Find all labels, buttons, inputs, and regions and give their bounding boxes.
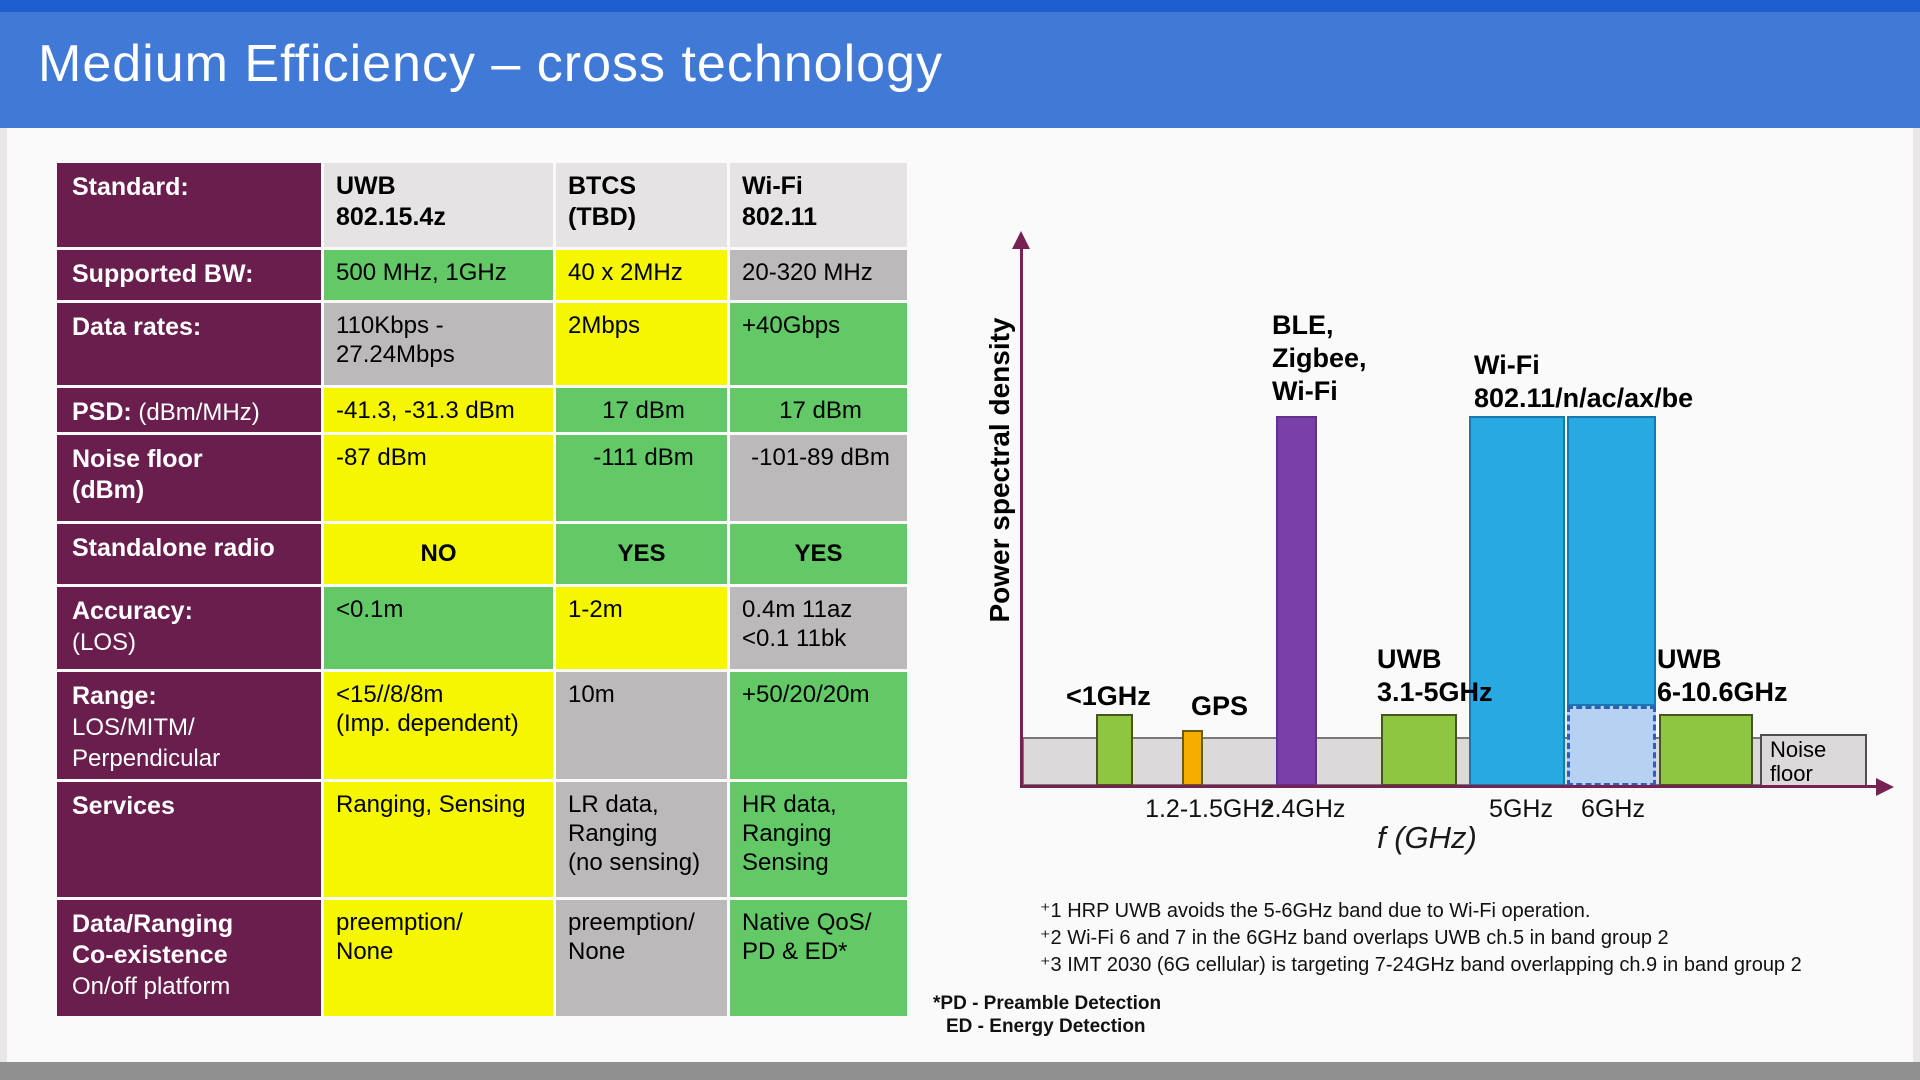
table-row-label: Accuracy: (LOS)	[57, 587, 321, 669]
table-cell: preemption/ None	[324, 900, 553, 1016]
x-axis-arrow-icon	[1876, 778, 1894, 796]
table-cell: 0.4m 11az <0.1 11bk	[730, 587, 907, 669]
x-tick-label: 5GHz	[1489, 795, 1553, 823]
table-cell: 17 dBm	[730, 388, 907, 432]
comparison-table: Standard: UWB 802.15.4z BTCS (TBD) Wi-Fi 80…	[57, 163, 907, 1016]
x-axis-title: f (GHz)	[1377, 820, 1477, 855]
table-cell: LR data, Ranging (no sensing)	[556, 782, 727, 897]
y-axis-arrow-icon	[1012, 231, 1030, 249]
spectrum-bar	[1096, 714, 1133, 786]
y-axis-label: Power spectral density	[984, 317, 1015, 623]
table-cell: 110Kbps - 27.24Mbps	[324, 303, 553, 385]
table-cell: <0.1m	[324, 587, 553, 669]
spectrum-bar	[1567, 706, 1656, 786]
top-strip	[0, 0, 1920, 12]
x-tick-label: 1.2-1.5GHz	[1145, 795, 1273, 823]
table-cell: YES	[730, 524, 907, 584]
table-cell: UWB 802.15.4z	[324, 163, 553, 247]
noise-floor-label-box: Noise floor	[1760, 734, 1867, 788]
table-cell: +50/20/20m	[730, 672, 907, 779]
footnote-line: ⁺3 IMT 2030 (6G cellular) is targeting 7…	[1040, 954, 1802, 976]
bottom-strip	[0, 1062, 1920, 1080]
table-cell: -41.3, -31.3 dBm	[324, 388, 553, 432]
y-axis	[1020, 248, 1023, 787]
table-cell: HR data, Ranging Sensing	[730, 782, 907, 897]
table-cell: 1-2m	[556, 587, 727, 669]
right-edge-strip	[1913, 128, 1920, 1062]
table-row-label: Range: LOS/MITM/ Perpendicular	[57, 672, 321, 779]
bar-label-gps: GPS	[1191, 691, 1249, 721]
table-cell: <15//8/8m (Imp. dependent)	[324, 672, 553, 779]
pd-note-line: *PD - Preamble Detection	[933, 993, 1162, 1014]
table-cell: 10m	[556, 672, 727, 779]
footnote-line: ⁺2 Wi-Fi 6 and 7 in the 6GHz band overla…	[1040, 927, 1669, 949]
title-banner	[0, 12, 1920, 128]
left-edge-strip	[0, 128, 7, 1062]
footnote-line: ⁺1 HRP UWB avoids the 5-6GHz band due to…	[1040, 900, 1591, 922]
table-cell: 2Mbps	[556, 303, 727, 385]
table-cell: Wi-Fi 802.11	[730, 163, 907, 247]
table-row-label: Services	[57, 782, 321, 897]
table-cell: 500 MHz, 1GHz	[324, 250, 553, 300]
bar-label-sub1ghz: <1GHz	[1066, 681, 1151, 711]
footnotes: ⁺1 HRP UWB avoids the 5-6GHz band due to…	[1040, 898, 1802, 979]
table-cell: Native QoS/ PD & ED*	[730, 900, 907, 1016]
x-tick-label: 2.4GHz	[1260, 795, 1346, 823]
bar-label-uwb-low-band: UWB 3.1-5GHz	[1377, 644, 1493, 707]
spectrum-bar	[1182, 730, 1203, 786]
table-cell: -87 dBm	[324, 435, 553, 521]
table-cell: 40 x 2MHz	[556, 250, 727, 300]
table-cell: preemption/ None	[556, 900, 727, 1016]
bar-label-ble-zigbee-wifi: BLE, Zigbee, Wi-Fi	[1272, 310, 1367, 406]
spectrum-bar	[1276, 416, 1317, 786]
table-row-label: Data rates:	[57, 303, 321, 385]
table-row-label: PSD: (dBm/MHz)	[57, 388, 321, 432]
table-cell: YES	[556, 524, 727, 584]
table-cell: BTCS (TBD)	[556, 163, 727, 247]
table-row-label: Standalone radio	[57, 524, 321, 584]
table-cell: -101-89 dBm	[730, 435, 907, 521]
table-cell: 20-320 MHz	[730, 250, 907, 300]
table-cell: -111 dBm	[556, 435, 727, 521]
spectrum-bar	[1381, 714, 1457, 786]
bar-label-uwb-high-band: UWB 6-10.6GHz	[1657, 644, 1788, 707]
page-title: Medium Efficiency – cross technology	[38, 35, 943, 93]
bar-label-wifi: Wi-Fi 802.11/n/ac/ax/be	[1474, 350, 1694, 413]
table-row-label: Supported BW:	[57, 250, 321, 300]
x-axis	[1020, 785, 1878, 788]
table-cell: +40Gbps	[730, 303, 907, 385]
x-tick-label: 6GHz	[1581, 795, 1645, 823]
table-row-label: Data/Ranging Co-existence On/off platfor…	[57, 900, 321, 1016]
spectrum-bar	[1659, 714, 1753, 786]
spectrum-bar	[1469, 416, 1565, 786]
table-cell: Ranging, Sensing	[324, 782, 553, 897]
table-row-label: Noise floor (dBm)	[57, 435, 321, 521]
table-row-label: Standard:	[57, 163, 321, 247]
ed-note-line: ED - Energy Detection	[946, 1016, 1146, 1037]
pd-ed-note: *PD - Preamble Detection ED - Energy Det…	[933, 992, 1161, 1038]
table-cell: NO	[324, 524, 553, 584]
spectrum-bar	[1567, 416, 1656, 706]
noise-floor-band	[1022, 737, 1867, 786]
table-cell: 17 dBm	[556, 388, 727, 432]
